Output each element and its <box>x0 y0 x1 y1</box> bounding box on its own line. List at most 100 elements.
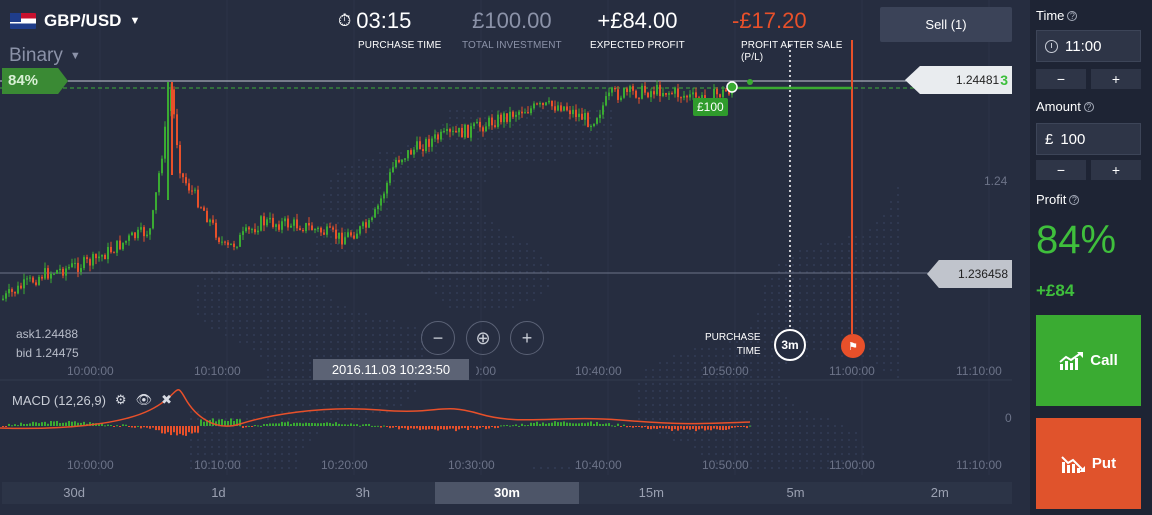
macd-bar <box>533 422 535 426</box>
timeframe-2m[interactable]: 2m <box>930 485 949 500</box>
macd-bar <box>197 426 199 433</box>
macd-bar <box>389 426 391 429</box>
candle <box>272 217 274 227</box>
candle <box>164 126 166 159</box>
timeframe-15m[interactable]: 15m <box>638 485 664 500</box>
macd-bar <box>176 426 178 436</box>
macd-bar <box>662 426 664 429</box>
zoom-out-button[interactable]: − <box>421 321 455 355</box>
amount-increment-button[interactable]: + <box>1091 160 1141 180</box>
call-button[interactable]: Call <box>1036 315 1141 406</box>
eye-icon[interactable]: 👁 <box>135 392 153 407</box>
candle <box>521 111 523 114</box>
price-chart[interactable] <box>0 0 1030 515</box>
timeframe-3h[interactable]: 3h <box>355 485 370 500</box>
candle <box>401 159 403 163</box>
candle <box>446 129 448 132</box>
candle <box>689 94 691 98</box>
macd-bar <box>32 421 34 426</box>
expected-profit-value: +£84.00 <box>597 8 678 33</box>
macd-bar <box>695 426 697 432</box>
time-decrement-button[interactable]: − <box>1036 69 1086 89</box>
help-icon[interactable]: ? <box>1067 10 1078 21</box>
put-button[interactable]: Put <box>1036 418 1141 509</box>
candle <box>470 126 472 138</box>
candle <box>338 232 340 239</box>
timeframe-5m[interactable]: 5m <box>786 485 805 500</box>
help-icon[interactable]: ? <box>1083 101 1094 112</box>
chart-area[interactable]: GBP/USD ▼ Binary ▼ ⏱ 03:15 PURCHASE TIME … <box>0 0 1030 515</box>
gear-icon[interactable]: ⚙ <box>114 392 127 407</box>
macd-bar <box>551 422 553 426</box>
candle <box>581 113 583 120</box>
macd-bar <box>473 426 475 429</box>
candle <box>221 241 223 243</box>
macd-bar <box>632 426 634 428</box>
asset-pair-label: GBP/USD <box>44 11 122 30</box>
zoom-in-button[interactable]: + <box>510 321 544 355</box>
crosshair-icon: ⊕ <box>475 327 491 348</box>
candle <box>74 262 76 264</box>
purchase-label-line2: TIME <box>736 346 761 357</box>
candle <box>500 114 502 123</box>
candle <box>236 246 238 248</box>
candle <box>119 240 121 250</box>
candle <box>68 267 70 269</box>
option-type-selector[interactable]: Binary ▼ <box>9 45 81 67</box>
candle <box>578 113 580 118</box>
candle <box>479 121 481 128</box>
macd-bar <box>539 423 541 426</box>
macd-bar <box>101 423 103 426</box>
help-icon[interactable]: ? <box>1069 194 1080 205</box>
macd-bar <box>44 421 46 426</box>
timeframe-30d[interactable]: 30d <box>63 485 85 500</box>
candle <box>422 149 424 152</box>
candle <box>383 193 385 199</box>
candle <box>131 232 133 236</box>
amount-decrement-button[interactable]: − <box>1036 160 1086 180</box>
timeframe-30m[interactable]: 30m <box>434 482 580 504</box>
macd-bar <box>179 426 181 434</box>
macd-bar <box>74 421 76 426</box>
candle <box>311 225 313 231</box>
macd-bar <box>575 423 577 426</box>
timeframe-1d[interactable]: 1d <box>211 485 226 500</box>
candle <box>2 298 4 300</box>
time-tick: 10:30:00 <box>448 458 495 472</box>
candle <box>107 246 109 260</box>
candle <box>458 127 460 133</box>
macd-bar <box>725 426 727 430</box>
candle <box>530 108 532 114</box>
expiry-time-field[interactable]: 11:00 <box>1036 30 1141 62</box>
candle <box>524 112 526 114</box>
candle <box>713 88 715 104</box>
candle <box>692 92 694 95</box>
asset-selector[interactable]: GBP/USD ▼ <box>10 11 140 31</box>
macd-bar <box>260 425 262 427</box>
macd-bar <box>356 424 358 426</box>
amount-field[interactable]: £ 100 <box>1036 123 1141 155</box>
macd-bar <box>584 423 586 426</box>
sell-button[interactable]: Sell (1) <box>880 7 1012 42</box>
macd-bar <box>347 424 349 426</box>
candle <box>281 221 283 230</box>
macd-bar <box>497 426 499 428</box>
macd-bar <box>29 423 31 426</box>
time-increment-button[interactable]: + <box>1091 69 1141 89</box>
recenter-button[interactable]: ⊕ <box>466 321 500 355</box>
macd-bar <box>2 426 4 427</box>
candle <box>218 237 220 243</box>
macd-bar <box>401 426 403 429</box>
candle <box>50 273 52 279</box>
macd-bar <box>11 425 13 427</box>
macd-bar <box>107 424 109 426</box>
candle <box>572 109 574 115</box>
macd-indicator-header: MACD (12,26,9) ⚙ 👁 ✖ <box>12 392 172 408</box>
close-icon[interactable]: ✖ <box>161 392 172 407</box>
macd-bar <box>683 426 685 430</box>
macd-bar <box>536 421 538 426</box>
level-price-tag: 1.236458 <box>927 260 1012 288</box>
macd-bar <box>704 426 706 431</box>
macd-bar <box>383 425 385 427</box>
candle <box>635 90 637 98</box>
